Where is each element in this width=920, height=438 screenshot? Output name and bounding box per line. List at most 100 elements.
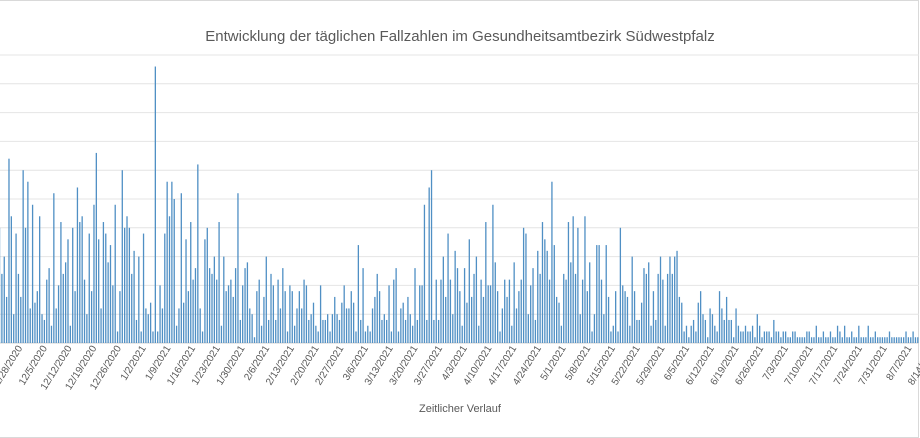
bar <box>851 331 853 343</box>
bar <box>327 314 329 343</box>
bar <box>912 331 914 343</box>
bar <box>437 319 440 343</box>
bar <box>220 325 223 343</box>
bar <box>666 273 669 343</box>
bar <box>76 187 79 343</box>
bar <box>884 337 886 343</box>
bar <box>810 337 813 343</box>
bar <box>567 222 570 343</box>
bar <box>41 314 43 343</box>
bar <box>716 331 718 343</box>
bar <box>827 337 829 343</box>
bar <box>685 325 688 343</box>
bar <box>633 291 636 343</box>
bar <box>390 331 393 343</box>
bar <box>116 331 119 343</box>
bar <box>534 319 537 343</box>
bar <box>636 319 638 343</box>
bar <box>589 262 591 343</box>
bar <box>128 227 131 343</box>
bar <box>246 262 249 343</box>
bar <box>223 256 225 343</box>
bar <box>225 291 227 343</box>
bar <box>433 319 435 343</box>
bar <box>546 250 548 343</box>
bar <box>891 337 893 343</box>
bar <box>57 285 60 343</box>
bar <box>416 319 419 343</box>
bar <box>197 164 199 343</box>
bar <box>421 285 423 343</box>
bar <box>338 319 341 343</box>
bar <box>881 337 884 343</box>
bar <box>858 325 860 343</box>
bar <box>22 170 24 343</box>
bar <box>570 262 572 343</box>
bar <box>895 337 898 343</box>
bar <box>50 325 53 343</box>
bar <box>728 319 730 343</box>
bar <box>789 337 791 343</box>
bar <box>740 331 742 343</box>
bar <box>662 279 664 343</box>
bar <box>515 308 518 343</box>
bar <box>690 325 692 343</box>
bar <box>135 319 138 343</box>
bar <box>5 296 8 343</box>
bar <box>596 245 598 343</box>
bar <box>428 187 430 343</box>
bar <box>10 216 12 343</box>
bar <box>260 325 263 343</box>
bar <box>829 331 832 343</box>
bar <box>55 308 57 343</box>
bar <box>704 319 707 343</box>
bar <box>711 314 714 343</box>
bar <box>631 256 633 343</box>
bar <box>90 291 93 343</box>
bar <box>796 337 799 343</box>
bar <box>395 268 397 343</box>
bar <box>598 245 600 343</box>
bar <box>145 308 147 343</box>
bar <box>83 279 86 343</box>
bar <box>721 308 723 343</box>
bar <box>508 279 511 343</box>
bar <box>409 314 411 343</box>
bar <box>626 296 629 343</box>
bar <box>112 285 114 343</box>
bar <box>386 319 388 343</box>
bar <box>397 331 400 343</box>
bar <box>848 337 851 343</box>
bar <box>525 233 527 343</box>
bar <box>232 296 234 343</box>
bar <box>900 337 902 343</box>
bar <box>364 331 367 343</box>
bar <box>560 325 563 343</box>
bar <box>265 256 267 343</box>
bar <box>593 314 596 343</box>
bar <box>407 296 409 343</box>
bar <box>806 331 808 343</box>
bar <box>855 337 858 343</box>
bar <box>402 302 404 343</box>
bar <box>683 331 685 343</box>
bar <box>154 66 156 344</box>
bar <box>813 337 815 343</box>
bar <box>381 319 383 343</box>
bar <box>825 337 827 343</box>
bar <box>763 331 766 343</box>
bar <box>697 302 699 343</box>
bar <box>374 296 376 343</box>
bar <box>586 291 588 343</box>
bar <box>782 331 784 343</box>
bar <box>834 337 836 343</box>
bar <box>478 325 480 343</box>
bar <box>917 337 919 343</box>
bar <box>440 279 442 343</box>
bar <box>180 193 182 343</box>
bar <box>584 216 586 343</box>
bar <box>268 319 270 343</box>
bar <box>600 279 603 343</box>
bar <box>749 331 751 343</box>
bar <box>504 279 506 343</box>
